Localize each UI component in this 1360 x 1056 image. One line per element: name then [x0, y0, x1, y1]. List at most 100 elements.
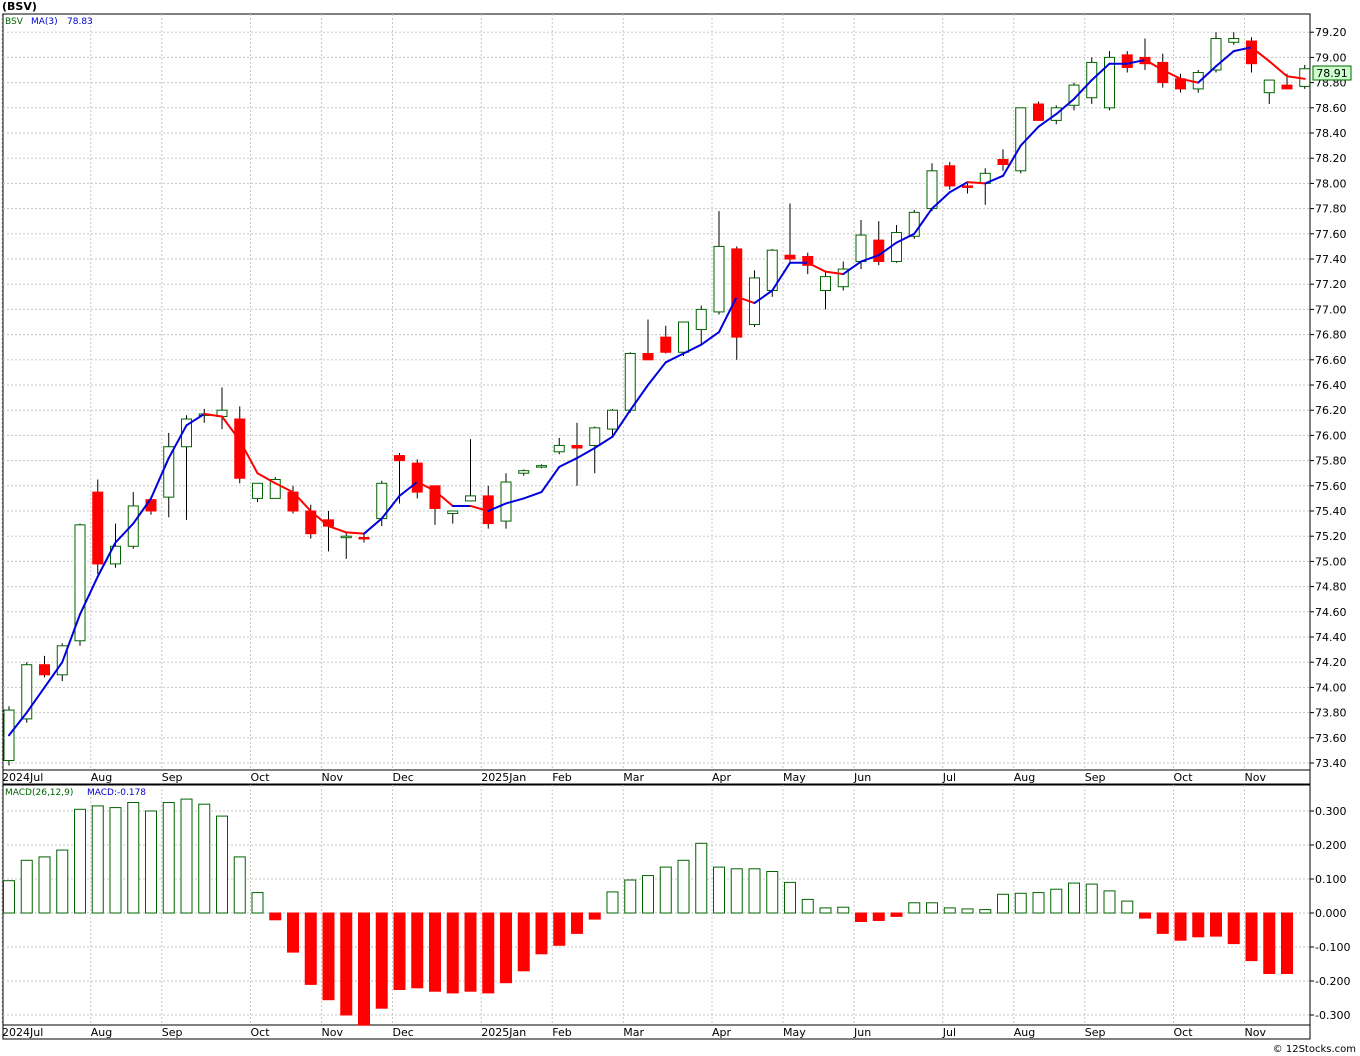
macd-bar-negative: [429, 912, 441, 992]
macd-bar-positive: [1014, 892, 1027, 914]
macd-bar-negative: [322, 912, 335, 1001]
macd-bar-negative: [358, 912, 370, 1026]
candle-down: [358, 536, 370, 540]
candle-up: [340, 535, 352, 539]
price-y-tick-label: 77.80: [1315, 203, 1347, 216]
ma3-segment: [61, 613, 81, 664]
ma3-segment: [327, 525, 348, 534]
macd-bar-negative: [375, 912, 388, 1009]
ma3-segment: [931, 191, 951, 210]
ma3-segment: [540, 465, 561, 494]
price-y-tick-label: 78.40: [1315, 127, 1347, 140]
macd-bar-negative: [1174, 912, 1187, 941]
candle-up: [1263, 79, 1275, 94]
price-y-tick-label: 74.60: [1315, 606, 1347, 619]
ma3-segment: [345, 531, 365, 535]
price-y-tick-label: 76.40: [1315, 379, 1347, 392]
candle-down: [1246, 40, 1257, 65]
macd-bar-negative: [535, 912, 548, 955]
macd-bar-positive: [1050, 888, 1063, 914]
price-y-tick-label: 75.00: [1315, 555, 1347, 568]
macd-x-tick-label: Oct: [1174, 1026, 1194, 1039]
macd-bar-positive: [837, 906, 850, 914]
price-y-tick-label: 79.20: [1315, 26, 1347, 39]
candle-up: [820, 276, 831, 292]
ma3-segment: [1179, 77, 1200, 84]
price-x-tick-label: Jun: [853, 771, 871, 784]
macd-bar-positive: [127, 802, 140, 914]
macd-bar-positive: [801, 898, 814, 914]
macd-y-tick-label: -0.100: [1315, 941, 1350, 954]
macd-bar-positive: [677, 859, 690, 914]
macd-bar-positive: [251, 892, 264, 914]
ma3-segment: [629, 384, 649, 412]
ma3-segment: [1144, 58, 1164, 71]
candle-down: [571, 444, 583, 449]
ma3-segment: [1037, 113, 1058, 128]
candle-up: [589, 427, 601, 446]
macd-x-axis-strip: [2, 1024, 1311, 1040]
ma3-segment: [948, 181, 969, 194]
price-y-tick-label: 75.80: [1315, 455, 1347, 468]
macd-bar-negative: [571, 912, 583, 934]
candle-down: [802, 255, 814, 266]
macd-bar-positive: [695, 842, 708, 914]
ma3-segment: [1250, 46, 1271, 63]
ma3-segment: [469, 504, 490, 512]
macd-bar-positive: [1103, 890, 1116, 914]
macd-bar-negative: [1210, 912, 1222, 937]
ma3-segment: [274, 482, 294, 494]
macd-bar-negative: [411, 912, 424, 989]
macd-bar-positive: [74, 808, 86, 914]
ma3-segment: [611, 409, 632, 438]
ma3-segment: [203, 412, 223, 418]
candle-down: [39, 664, 50, 676]
candle-up: [553, 444, 565, 453]
macd-x-tick-label: Nov: [322, 1026, 344, 1039]
ma3-segment: [1232, 46, 1253, 53]
ma3-segment: [1002, 144, 1022, 177]
price-x-tick-label: Oct: [251, 771, 271, 784]
macd-x-tick-label: Jun: [853, 1026, 871, 1039]
macd-bar-negative: [464, 912, 477, 992]
ma3-segment: [238, 439, 259, 475]
last-price-tag-box: [1312, 65, 1352, 81]
macd-bar-positive: [784, 881, 796, 914]
macd-y-tick-label: 0.300: [1315, 805, 1347, 818]
macd-bar-positive: [1085, 883, 1098, 914]
candle-up: [837, 268, 849, 288]
ma3-segment: [877, 241, 898, 257]
ma3-segment: [735, 295, 756, 305]
ma3-segment: [1073, 79, 1093, 100]
candle-down: [1033, 103, 1044, 121]
price-y-tick-label: 73.60: [1315, 732, 1347, 745]
price-y-tick-label: 76.60: [1315, 354, 1347, 367]
candle-down: [92, 491, 104, 565]
price-y-tick-label: 75.60: [1315, 480, 1347, 493]
macd-bar-positive: [38, 856, 51, 914]
macd-bar-positive: [642, 875, 654, 914]
candle-up: [1015, 107, 1027, 172]
ma3-segment: [309, 510, 330, 528]
macd-bar-positive: [748, 868, 761, 914]
ma3-segment: [434, 489, 454, 507]
macd-bar-positive: [624, 879, 637, 914]
macd-bar-positive: [730, 868, 743, 914]
macd-bar-negative: [1263, 912, 1276, 975]
candle-up: [713, 245, 725, 313]
macd-bar-negative: [269, 912, 282, 921]
ma3-segment: [167, 424, 188, 460]
price-y-tick-label: 77.00: [1315, 303, 1347, 316]
macd-y-tick-label: 0.100: [1315, 873, 1347, 886]
macd-bar-positive: [997, 893, 1009, 914]
macd-bar-negative: [1192, 912, 1205, 938]
price-y-tick-label: 76.20: [1315, 404, 1347, 417]
macd-bar-negative: [1281, 912, 1293, 975]
price-y-tick-label: 79.00: [1315, 51, 1347, 64]
macd-x-tick-label: 2025Jan: [481, 1026, 526, 1039]
macd-x-tick-label: Dec: [393, 1026, 414, 1039]
price-x-tick-label: Nov: [322, 771, 344, 784]
price-y-tick-label: 73.80: [1315, 707, 1347, 720]
price-x-tick-label: Sep: [1085, 771, 1106, 784]
ma3-segment: [682, 343, 703, 355]
